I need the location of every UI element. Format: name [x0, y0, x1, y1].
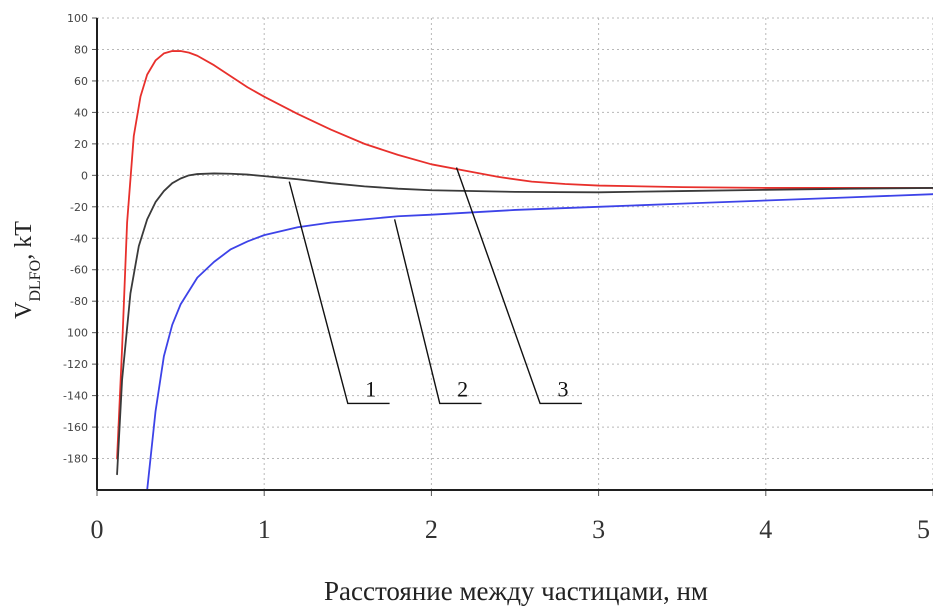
y-tick-label: 100: [67, 327, 88, 340]
y-tick-label: -180: [63, 453, 88, 466]
annotation-label-3: 3: [557, 376, 568, 401]
y-axis-title-subscript: DLFO: [27, 260, 44, 302]
y-tick-label: 100: [67, 12, 88, 25]
series-line-blue: [146, 193, 933, 491]
series-line-black: [116, 172, 933, 476]
grid-lines: [97, 17, 933, 490]
y-tick-label: -160: [63, 421, 88, 434]
annotation-leader-1: [288, 181, 390, 405]
y-tick-label: -60: [70, 264, 88, 277]
y-tick-label: -140: [63, 390, 88, 403]
y-tick-label: 0: [81, 169, 88, 182]
axes: [92, 17, 933, 496]
annotation-leader-3: [455, 167, 582, 405]
y-tick-label: -120: [63, 358, 88, 371]
y-tick-label: 60: [74, 75, 88, 88]
x-tick-label: 2: [425, 515, 438, 544]
y-tick-label: 40: [74, 106, 88, 119]
y-axis-title-main: V: [11, 301, 37, 319]
y-tick-label: 80: [74, 43, 88, 56]
y-tick-label: -80: [70, 295, 88, 308]
x-tick-label: 5: [917, 515, 930, 544]
x-axis-title: Расстояние между частицами, нм: [324, 576, 708, 606]
annotation-label-2: 2: [457, 376, 468, 401]
series-lines: [116, 50, 933, 491]
tick-labels: 100806040200-20-40-60-80100-120-140-160-…: [63, 12, 930, 544]
annotation-label-1: 1: [365, 376, 376, 401]
y-tick-label: -20: [70, 201, 88, 214]
x-tick-label: 1: [258, 515, 271, 544]
y-tick-label: 20: [74, 138, 88, 151]
annotation-callouts: 1 2 3: [288, 167, 582, 405]
annotation-leader-2: [393, 219, 482, 405]
x-tick-label: 4: [759, 515, 772, 544]
y-axis-title: VDLFO, kT: [11, 221, 44, 319]
series-line-red: [116, 50, 933, 460]
x-tick-label: 0: [91, 515, 104, 544]
x-tick-label: 3: [592, 515, 605, 544]
y-axis-title-suffix: , kT: [11, 221, 37, 260]
y-tick-label: -40: [70, 232, 88, 245]
